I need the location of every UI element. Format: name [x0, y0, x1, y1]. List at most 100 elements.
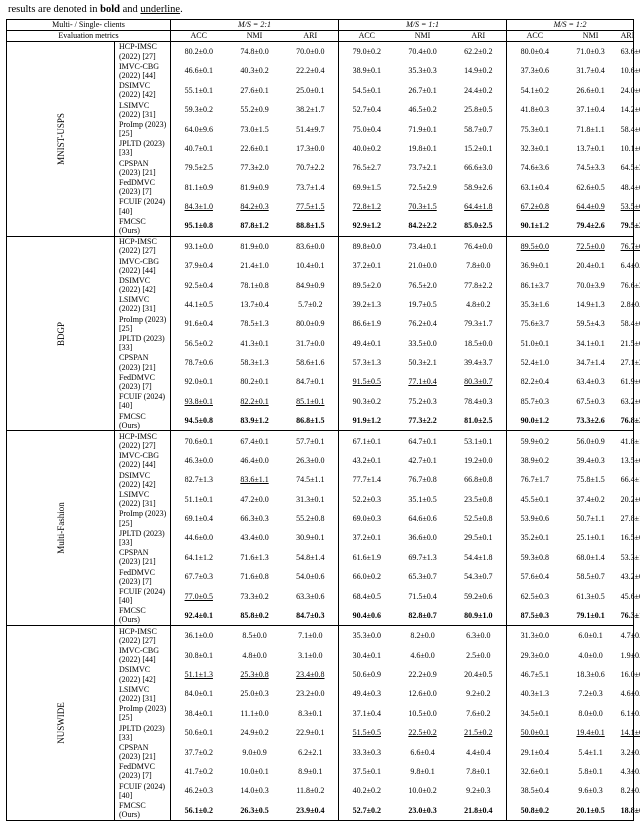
value-cell: 1.9±0.1	[619, 646, 634, 665]
value-cell: 75.2±0.3	[395, 392, 451, 411]
value-cell: 4.7±0.1	[619, 626, 634, 646]
value-cell: 55.2±0.9	[227, 100, 283, 119]
value-cell: 8.9±0.1	[283, 762, 339, 781]
value-cell: 9.6±0.3	[563, 781, 619, 800]
hdr-nmi-1: NMI	[227, 30, 283, 41]
value-cell: 45.6±0.5	[619, 586, 634, 605]
value-cell: 40.3±1.3	[507, 684, 563, 703]
value-cell: 6.4±0.0	[619, 256, 634, 275]
hdr-nmi-3: NMI	[563, 30, 619, 41]
group-label: Multi-Fashion	[7, 431, 115, 626]
value-cell: 20.4±0.1	[563, 256, 619, 275]
value-cell: 4.8±0.2	[451, 295, 507, 314]
value-cell: 46.7±5.1	[507, 665, 563, 684]
value-cell: 76.4±0.0	[451, 236, 507, 256]
method-cell: DSIMVC (2022) [42]	[115, 470, 171, 489]
value-cell: 77.5±1.5	[283, 197, 339, 216]
value-cell: 27.1±2.1	[619, 353, 634, 372]
method-cell: ProImp (2023) [25]	[115, 314, 171, 333]
value-cell: 58.4±0.4	[619, 314, 634, 333]
value-cell: 9.2±0.3	[451, 781, 507, 800]
value-cell: 26.6±0.1	[563, 81, 619, 100]
value-cell: 79.4±2.6	[563, 216, 619, 236]
value-cell: 84.2±2.2	[395, 216, 451, 236]
value-cell: 4.0±0.0	[563, 646, 619, 665]
value-cell: 22.9±0.1	[283, 723, 339, 742]
value-cell: 36.1±0.0	[171, 626, 227, 646]
value-cell: 24.0±0.3	[619, 81, 634, 100]
value-cell: 19.8±0.1	[395, 139, 451, 158]
value-cell: 37.3±0.6	[507, 61, 563, 80]
value-cell: 82.8±0.7	[395, 606, 451, 626]
value-cell: 71.6±0.8	[227, 567, 283, 586]
value-cell: 86.6±1.9	[339, 314, 395, 333]
method-cell: IMVC-CBG (2022) [44]	[115, 646, 171, 665]
value-cell: 73.7±1.4	[283, 178, 339, 197]
value-cell: 51.1±0.1	[171, 490, 227, 509]
value-cell: 71.5±0.4	[395, 586, 451, 605]
value-cell: 67.1±0.1	[339, 431, 395, 451]
value-cell: 22.5±0.2	[395, 723, 451, 742]
value-cell: 25.3±0.8	[227, 665, 283, 684]
value-cell: 70.6±0.1	[171, 431, 227, 451]
value-cell: 66.8±0.8	[451, 470, 507, 489]
value-cell: 59.2±0.6	[451, 586, 507, 605]
value-cell: 64.0±9.6	[171, 119, 227, 138]
method-cell: CPSPAN (2023) [21]	[115, 548, 171, 567]
value-cell: 34.5±0.1	[507, 704, 563, 723]
method-cell: LSIMVC (2022) [31]	[115, 295, 171, 314]
value-cell: 67.7±0.3	[171, 567, 227, 586]
value-cell: 91.9±1.2	[339, 411, 395, 431]
method-cell: FedDMVC (2023) [7]	[115, 567, 171, 586]
hdr-ari-3: ARI	[619, 30, 634, 41]
value-cell: 69.0±0.3	[339, 509, 395, 528]
method-cell: FMCSC (Ours)	[115, 411, 171, 431]
value-cell: 67.2±0.8	[507, 197, 563, 216]
value-cell: 90.1±1.2	[507, 216, 563, 236]
value-cell: 7.2±0.3	[563, 684, 619, 703]
value-cell: 40.3±0.2	[227, 61, 283, 80]
value-cell: 34.7±1.4	[563, 353, 619, 372]
method-cell: IMVC-CBG (2022) [44]	[115, 451, 171, 470]
value-cell: 79.3±1.7	[451, 314, 507, 333]
value-cell: 76.5±2.0	[395, 275, 451, 294]
table-row: NUSWIDEHCP-IMSC (2022) [27]36.1±0.08.5±0…	[7, 626, 634, 646]
value-cell: 59.3±0.2	[171, 100, 227, 119]
value-cell: 39.2±1.3	[339, 295, 395, 314]
value-cell: 90.4±0.6	[339, 606, 395, 626]
value-cell: 87.5±0.3	[507, 606, 563, 626]
value-cell: 55.2±0.8	[283, 509, 339, 528]
value-cell: 41.8±1.1	[619, 431, 634, 451]
method-cell: LSIMVC (2022) [31]	[115, 684, 171, 703]
value-cell: 84.7±0.3	[283, 606, 339, 626]
method-cell: HCP-IMSC (2022) [27]	[115, 236, 171, 256]
value-cell: 13.7±0.4	[227, 295, 283, 314]
value-cell: 31.3±0.0	[507, 626, 563, 646]
value-cell: 11.1±0.0	[227, 704, 283, 723]
value-cell: 84.9±0.9	[283, 275, 339, 294]
value-cell: 49.4±0.3	[339, 684, 395, 703]
value-cell: 61.9±0.3	[619, 372, 634, 391]
value-cell: 72.5±0.0	[563, 236, 619, 256]
value-cell: 46.4±0.0	[227, 451, 283, 470]
value-cell: 46.5±0.2	[395, 100, 451, 119]
method-cell: HCP-IMSC (2022) [27]	[115, 41, 171, 61]
value-cell: 56.1±0.2	[171, 801, 227, 821]
value-cell: 35.3±1.6	[507, 295, 563, 314]
value-cell: 24.9±0.2	[227, 723, 283, 742]
value-cell: 37.9±0.4	[171, 256, 227, 275]
value-cell: 70.7±2.2	[283, 158, 339, 177]
value-cell: 7.6±0.2	[451, 704, 507, 723]
value-cell: 8.2±0.3	[619, 781, 634, 800]
value-cell: 15.2±0.1	[451, 139, 507, 158]
method-cell: DSIMVC (2022) [42]	[115, 275, 171, 294]
value-cell: 73.3±0.2	[227, 586, 283, 605]
value-cell: 38.9±0.2	[507, 451, 563, 470]
value-cell: 37.5±0.1	[339, 762, 395, 781]
value-cell: 40.7±0.1	[171, 139, 227, 158]
value-cell: 64.1±1.2	[171, 548, 227, 567]
method-cell: LSIMVC (2022) [31]	[115, 490, 171, 509]
value-cell: 39.4±3.7	[451, 353, 507, 372]
value-cell: 6.6±0.4	[395, 742, 451, 761]
value-cell: 51.5±0.5	[339, 723, 395, 742]
